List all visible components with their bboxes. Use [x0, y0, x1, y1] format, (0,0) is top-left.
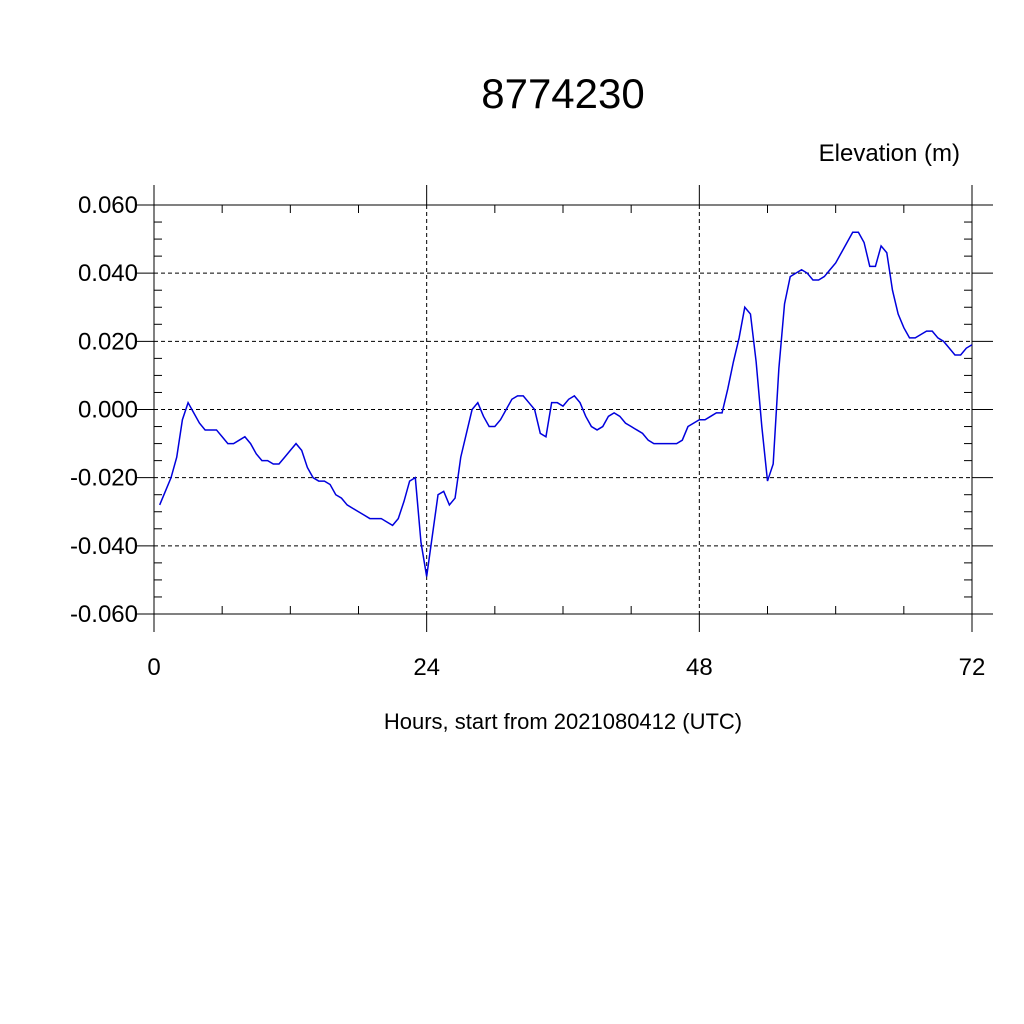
y-axis-label: Elevation (m) — [819, 140, 960, 167]
x-tick-label: 48 — [686, 654, 713, 681]
y-tick-label: -0.060 — [70, 601, 138, 628]
data-line — [158, 231, 973, 577]
x-tick-label: 24 — [413, 654, 440, 681]
y-tick-label: -0.020 — [70, 465, 138, 492]
y-tick-label: -0.040 — [70, 533, 138, 560]
y-tick-label: 0.000 — [78, 397, 138, 424]
x-axis-label: Hours, start from 2021080412 (UTC) — [384, 709, 742, 734]
y-tick-label: 0.060 — [78, 192, 138, 219]
x-tick-label: 0 — [147, 654, 160, 681]
y-tick-label: 0.040 — [78, 260, 138, 287]
chart-title: 8774230 — [481, 70, 645, 117]
x-tick-label: 72 — [959, 654, 986, 681]
y-tick-label: 0.020 — [78, 328, 138, 355]
